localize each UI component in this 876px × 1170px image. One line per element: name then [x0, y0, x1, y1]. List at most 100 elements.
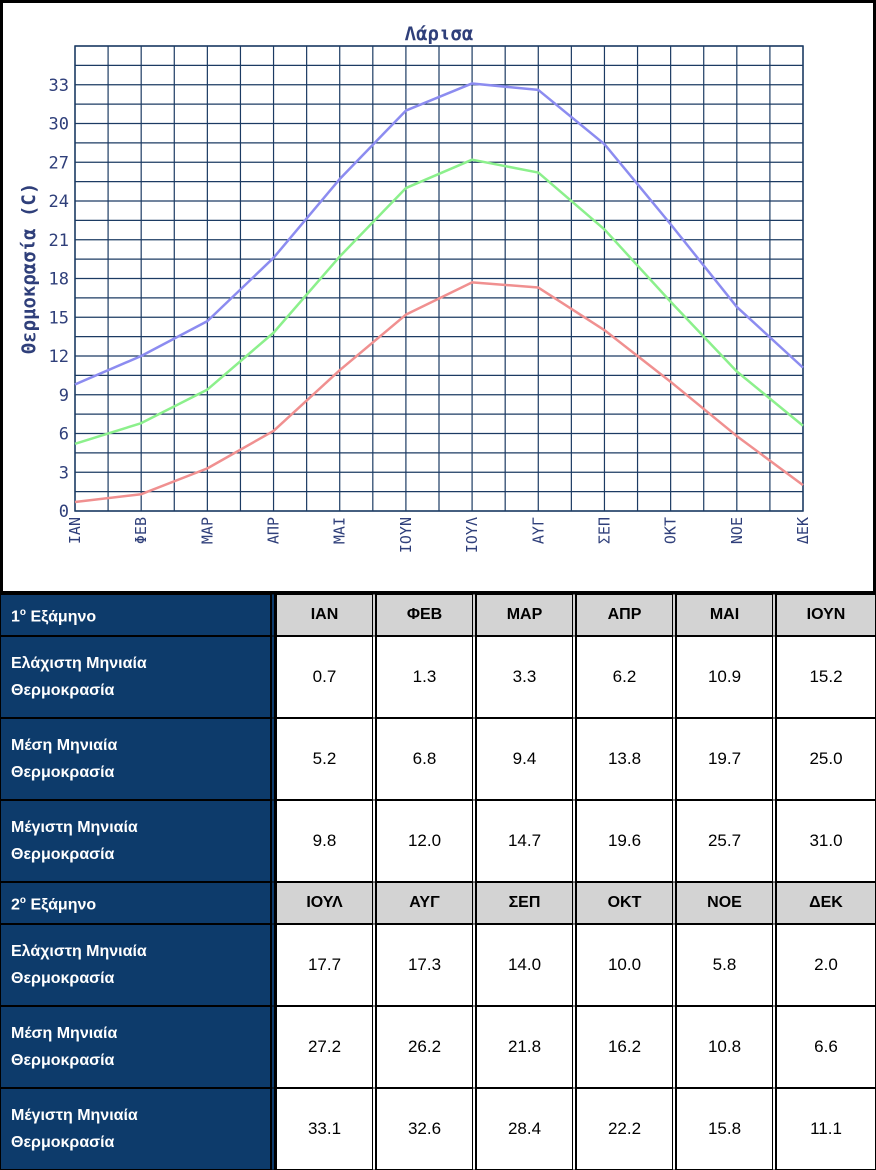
semester-label: 1ο Εξάμηνο	[0, 594, 276, 636]
x-tick-label: ΙΟΥΛ	[463, 517, 481, 553]
temperature-value: 28.4	[476, 1088, 576, 1170]
temperature-value: 22.2	[576, 1088, 676, 1170]
semester-text: Εξάμηνο	[26, 608, 97, 626]
table-row: Μέγιστη Μηνιαία Θερμοκρασία 9.8 12.0 14.7 19.…	[0, 800, 876, 882]
month-header: ΑΥΓ	[376, 882, 476, 924]
row-label: Μέση Μηνιαία Θερμοκρασία	[0, 718, 276, 800]
temperature-value: 10.9	[676, 636, 776, 718]
semester-number: 2	[11, 896, 20, 914]
row-label-line1: Μέγιστη Μηνιαία	[11, 819, 138, 836]
temperature-value: 15.8	[676, 1088, 776, 1170]
temperature-value: 3.3	[476, 636, 576, 718]
month-header: ΟΚΤ	[576, 882, 676, 924]
temperature-value: 14.7	[476, 800, 576, 882]
table-row: Ελάχιστη Μηνιαία Θερμοκρασία 0.7 1.3 3.3 6.2 1…	[0, 636, 876, 718]
row-label: Μέγιστη Μηνιαία Θερμοκρασία	[0, 800, 276, 882]
row-label: Μέση Μηνιαία Θερμοκρασία	[0, 1006, 276, 1088]
semester-label: 2ο Εξάμηνο	[0, 882, 276, 924]
temperature-value: 17.7	[276, 924, 376, 1006]
temperature-value: 19.6	[576, 800, 676, 882]
y-tick-label: 6	[59, 425, 69, 445]
temperature-value: 27.2	[276, 1006, 376, 1088]
temperature-value: 2.0	[776, 924, 876, 1006]
temperature-value: 21.8	[476, 1006, 576, 1088]
x-tick-label: ΙΟΥΝ	[397, 517, 415, 553]
y-tick-label: 24	[49, 192, 69, 212]
row-label-line2: Θερμοκρασία	[11, 682, 115, 699]
temperature-value: 5.8	[676, 924, 776, 1006]
row-label-line2: Θερμοκρασία	[11, 846, 115, 863]
semester-text: Εξάμηνο	[26, 896, 97, 914]
x-tick-label: ΙΑΝ	[66, 517, 84, 544]
month-header: ΦΕΒ	[376, 594, 476, 636]
temperature-value: 26.2	[376, 1006, 476, 1088]
y-tick-label: 21	[49, 231, 69, 251]
chart-title: Λάρισα	[405, 23, 474, 45]
row-label: Ελάχιστη Μηνιαία Θερμοκρασία	[0, 636, 276, 718]
temperature-value: 17.3	[376, 924, 476, 1006]
temperature-value: 0.7	[276, 636, 376, 718]
temperature-value: 9.4	[476, 718, 576, 800]
chart-frame: 0 3 6 9 12 15 18 21 24 27 30 33 ΙΑΝ ΦΕΒ ΜΑΡ ΑΠΡ ΜΑΙ ΙΟΥΝ Ι…	[0, 0, 876, 594]
semester-ordinal: ο	[19, 607, 27, 619]
table-row: Μέγιστη Μηνιαία Θερμοκρασία 33.1 32.6 28.4 22…	[0, 1088, 876, 1170]
row-label: Μέγιστη Μηνιαία Θερμοκρασία	[0, 1088, 276, 1170]
y-tick-label: 12	[49, 347, 69, 367]
temperature-value: 16.2	[576, 1006, 676, 1088]
temperature-value: 10.0	[576, 924, 676, 1006]
temperature-value: 25.7	[676, 800, 776, 882]
temperature-value: 10.8	[676, 1006, 776, 1088]
temperature-table: 1ο Εξάμηνο ΙΑΝ ΦΕΒ ΜΑΡ ΑΠΡ ΜΑΙ ΙΟΥΝ Ελάχιστη Μη…	[0, 594, 876, 1170]
row-label-line1: Μέγιστη Μηνιαία	[11, 1107, 138, 1124]
temperature-value: 13.8	[576, 718, 676, 800]
x-tick-label: ΣΕΠ	[595, 517, 613, 544]
row-label-line2: Θερμοκρασία	[11, 1134, 115, 1151]
y-tick-label: 15	[49, 308, 69, 328]
y-tick-label: 30	[49, 115, 69, 135]
table-row: Μέση Μηνιαία Θερμοκρασία 5.2 6.8 9.4 13.8 19.7…	[0, 718, 876, 800]
temperature-value: 19.7	[676, 718, 776, 800]
month-header: ΑΠΡ	[576, 594, 676, 636]
x-tick-label: ΜΑΡ	[198, 517, 216, 544]
month-header: ΣΕΠ	[476, 882, 576, 924]
x-tick-label: ΔΕΚ	[794, 517, 812, 544]
month-header: ΝΟΕ	[676, 882, 776, 924]
x-tick-label: ΑΠΡ	[265, 517, 283, 544]
row-label-line2: Θερμοκρασία	[11, 764, 115, 781]
temperature-value: 11.1	[776, 1088, 876, 1170]
x-tick-label: ΑΥΓ	[529, 517, 547, 544]
temperature-chart: 0 3 6 9 12 15 18 21 24 27 30 33 ΙΑΝ ΦΕΒ ΜΑΡ ΑΠΡ ΜΑΙ ΙΟΥΝ Ι…	[18, 23, 812, 553]
month-header: ΜΑΙ	[676, 594, 776, 636]
temperature-value: 14.0	[476, 924, 576, 1006]
plot-border	[74, 45, 804, 512]
series-line-2	[74, 281, 804, 504]
temperature-value: 33.1	[276, 1088, 376, 1170]
row-label-line1: Μέση Μηνιαία	[11, 1025, 118, 1042]
temperature-value: 6.8	[376, 718, 476, 800]
temperature-value: 9.8	[276, 800, 376, 882]
series-line-0	[74, 82, 804, 386]
table-header-row: 1ο Εξάμηνο ΙΑΝ ΦΕΒ ΜΑΡ ΑΠΡ ΜΑΙ ΙΟΥΝ	[0, 594, 876, 636]
y-axis-label: Θερμοκρασία (C)	[18, 183, 40, 355]
temperature-value: 12.0	[376, 800, 476, 882]
y-tick-label: 3	[59, 463, 69, 483]
y-tick-label: 33	[49, 76, 69, 96]
month-header: ΙΑΝ	[276, 594, 376, 636]
month-header: ΙΟΥΛ	[276, 882, 376, 924]
row-label-line2: Θερμοκρασία	[11, 970, 115, 987]
temperature-value: 5.2	[276, 718, 376, 800]
semester-ordinal: ο	[19, 895, 27, 907]
temperature-value: 32.6	[376, 1088, 476, 1170]
x-tick-label: ΟΚΤ	[662, 517, 680, 544]
temperature-value: 6.2	[576, 636, 676, 718]
x-tick-label: ΝΟΕ	[728, 517, 746, 544]
y-tick-label: 18	[49, 270, 69, 290]
row-label-line2: Θερμοκρασία	[11, 1052, 115, 1069]
x-tick-label: ΜΑΙ	[331, 517, 349, 544]
table-row: Μέση Μηνιαία Θερμοκρασία 27.2 26.2 21.8 16.2 1…	[0, 1006, 876, 1088]
temperature-value: 15.2	[776, 636, 876, 718]
row-label-line1: Ελάχιστη Μηνιαία	[11, 943, 147, 960]
month-header: ΔΕΚ	[776, 882, 876, 924]
row-label-line1: Μέση Μηνιαία	[11, 737, 118, 754]
y-tick-label: 9	[59, 386, 69, 406]
